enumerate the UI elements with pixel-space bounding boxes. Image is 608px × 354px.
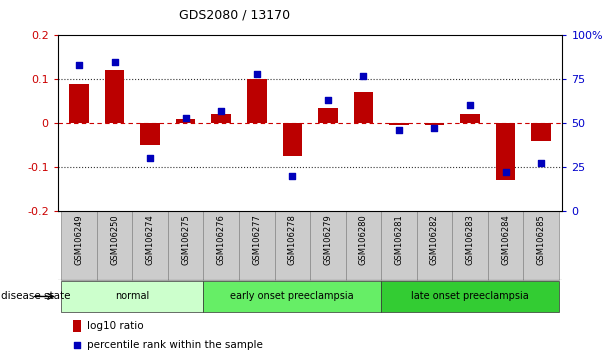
Point bbox=[500, 169, 510, 175]
Point bbox=[110, 59, 120, 64]
Text: GSM106281: GSM106281 bbox=[395, 214, 404, 265]
Text: late onset preeclampsia: late onset preeclampsia bbox=[411, 291, 529, 302]
FancyBboxPatch shape bbox=[488, 211, 523, 280]
Point bbox=[181, 115, 190, 121]
Bar bbox=[460, 114, 480, 123]
Bar bbox=[283, 123, 302, 156]
Bar bbox=[389, 123, 409, 125]
Text: log10 ratio: log10 ratio bbox=[87, 320, 143, 331]
FancyBboxPatch shape bbox=[97, 211, 133, 280]
FancyBboxPatch shape bbox=[204, 211, 239, 280]
Bar bbox=[354, 92, 373, 123]
Bar bbox=[69, 84, 89, 123]
Bar bbox=[212, 114, 231, 123]
Text: GSM106285: GSM106285 bbox=[537, 214, 545, 265]
FancyBboxPatch shape bbox=[416, 211, 452, 280]
Bar bbox=[140, 123, 160, 145]
Text: GSM106280: GSM106280 bbox=[359, 214, 368, 265]
Point bbox=[394, 127, 404, 133]
Text: GSM106275: GSM106275 bbox=[181, 214, 190, 265]
Text: GSM106277: GSM106277 bbox=[252, 214, 261, 265]
FancyBboxPatch shape bbox=[61, 211, 97, 280]
FancyBboxPatch shape bbox=[61, 281, 204, 312]
Bar bbox=[531, 123, 551, 141]
Bar bbox=[73, 320, 81, 332]
Bar bbox=[496, 123, 516, 180]
Text: normal: normal bbox=[116, 291, 150, 302]
Text: GSM106283: GSM106283 bbox=[466, 214, 474, 265]
Bar bbox=[176, 119, 195, 123]
Bar bbox=[425, 123, 444, 125]
Text: GSM106276: GSM106276 bbox=[216, 214, 226, 265]
Text: GSM106274: GSM106274 bbox=[146, 214, 154, 265]
Bar bbox=[318, 108, 337, 123]
FancyBboxPatch shape bbox=[523, 211, 559, 280]
Bar bbox=[105, 70, 125, 123]
Text: early onset preeclampsia: early onset preeclampsia bbox=[230, 291, 354, 302]
FancyBboxPatch shape bbox=[204, 281, 381, 312]
FancyBboxPatch shape bbox=[381, 211, 416, 280]
Point bbox=[74, 62, 84, 68]
Point bbox=[288, 173, 297, 178]
FancyBboxPatch shape bbox=[452, 211, 488, 280]
Point bbox=[430, 125, 440, 131]
Text: GDS2080 / 13170: GDS2080 / 13170 bbox=[179, 9, 290, 22]
Text: GSM106282: GSM106282 bbox=[430, 214, 439, 265]
Point bbox=[465, 103, 475, 108]
FancyBboxPatch shape bbox=[381, 281, 559, 312]
Point bbox=[536, 160, 546, 166]
FancyBboxPatch shape bbox=[133, 211, 168, 280]
Text: GSM106250: GSM106250 bbox=[110, 214, 119, 265]
FancyBboxPatch shape bbox=[168, 211, 204, 280]
FancyBboxPatch shape bbox=[239, 211, 275, 280]
Point bbox=[72, 342, 82, 348]
Bar bbox=[247, 79, 266, 123]
Text: GSM106279: GSM106279 bbox=[323, 214, 333, 265]
Text: GSM106284: GSM106284 bbox=[501, 214, 510, 265]
FancyBboxPatch shape bbox=[310, 211, 345, 280]
Text: GSM106278: GSM106278 bbox=[288, 214, 297, 265]
Point bbox=[252, 71, 261, 77]
Point bbox=[145, 155, 155, 161]
FancyBboxPatch shape bbox=[275, 211, 310, 280]
Text: GSM106249: GSM106249 bbox=[75, 214, 83, 265]
Point bbox=[216, 108, 226, 114]
Point bbox=[359, 73, 368, 79]
Text: percentile rank within the sample: percentile rank within the sample bbox=[87, 340, 263, 350]
FancyBboxPatch shape bbox=[345, 211, 381, 280]
Point bbox=[323, 97, 333, 103]
Text: disease state: disease state bbox=[1, 291, 71, 302]
